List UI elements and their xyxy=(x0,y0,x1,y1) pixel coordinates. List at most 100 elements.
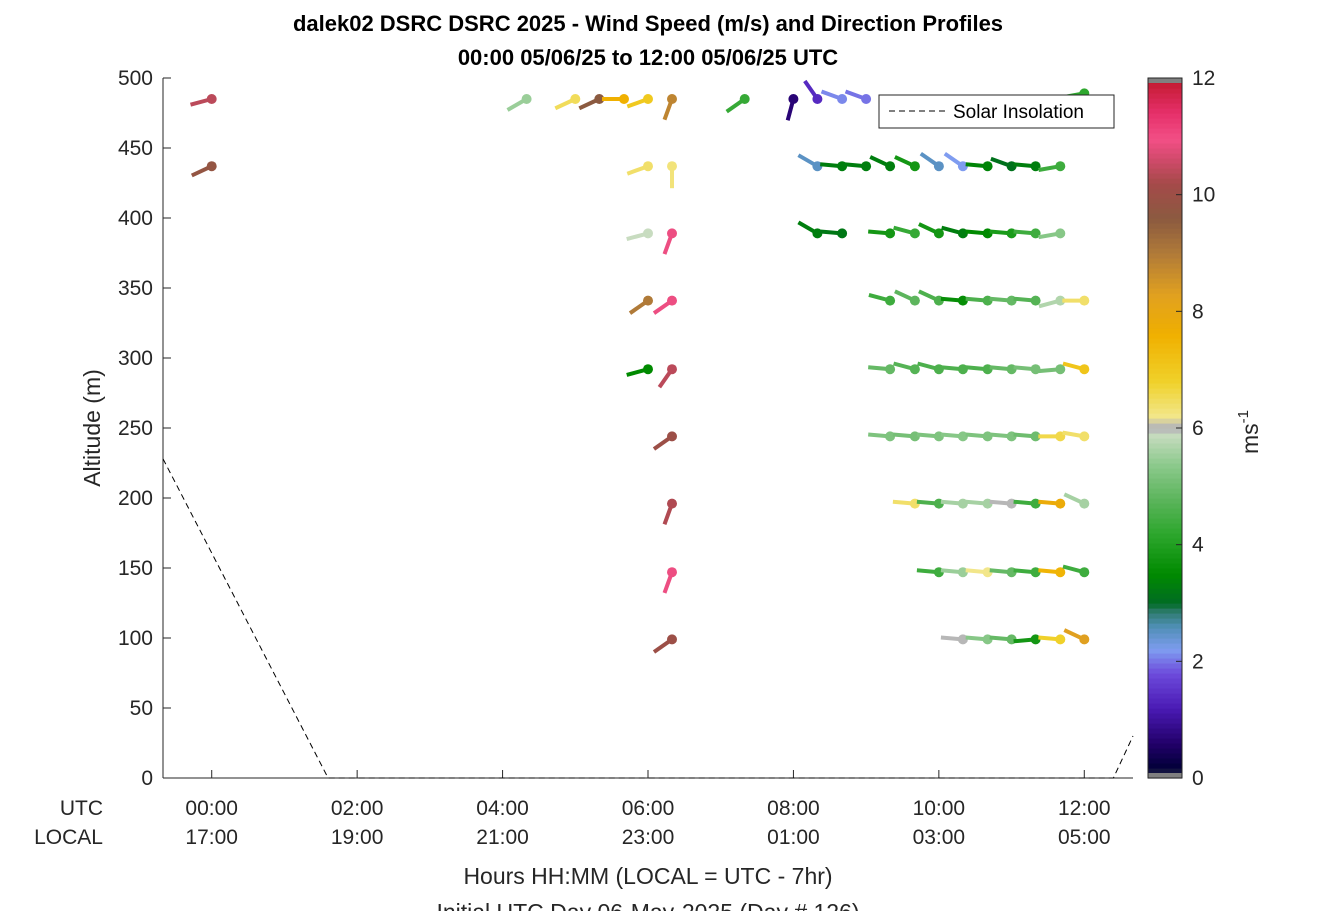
colorbar-band xyxy=(1148,448,1182,454)
colorbar-band xyxy=(1148,258,1182,264)
wind-barb-point xyxy=(667,567,677,578)
colorbar-band xyxy=(1148,443,1182,449)
colorbar-band xyxy=(1148,393,1182,399)
wind-barb-point xyxy=(1055,228,1066,239)
colorbar-band xyxy=(1148,738,1182,744)
wind-barb-point xyxy=(982,161,993,172)
wind-barb xyxy=(1013,634,1041,645)
colorbar-ticks: 0 2 4 6 8 10 12 xyxy=(1176,67,1215,790)
colorbar-band xyxy=(1148,268,1182,274)
wind-barb xyxy=(652,295,677,315)
colorbar-band xyxy=(1148,208,1182,214)
wind-barb-point xyxy=(957,431,968,442)
colorbar-band xyxy=(1148,88,1182,94)
wind-barb xyxy=(893,225,920,239)
wind-barb-point xyxy=(667,364,677,375)
colorbar-tick-label: 4 xyxy=(1192,534,1204,557)
colorbar-band xyxy=(1148,558,1182,564)
colorbar-band xyxy=(1148,458,1182,464)
colorbar-band xyxy=(1148,643,1182,649)
colorbar-band xyxy=(1148,743,1182,749)
colorbar-band xyxy=(1148,653,1182,659)
wind-barb-point xyxy=(885,295,896,306)
wind-barb-point xyxy=(909,364,920,375)
wind-barb xyxy=(554,94,581,111)
chart-title: dalek02 DSRC DSRC 2025 - Wind Speed (m/s… xyxy=(293,11,1003,36)
x-tick-label-local: 01:00 xyxy=(767,826,820,849)
colorbar-band xyxy=(1148,493,1182,499)
colorbar-band xyxy=(1148,603,1182,609)
wind-barb-point xyxy=(885,161,896,172)
wind-barb xyxy=(940,634,968,645)
wind-barb xyxy=(940,567,968,578)
y-axis-label: Altitude (m) xyxy=(79,369,105,487)
wind-barb-point xyxy=(909,161,920,172)
wind-barb xyxy=(785,94,799,121)
wind-barb xyxy=(1062,361,1090,375)
colorbar-band xyxy=(1148,593,1182,599)
wind-barb xyxy=(919,151,944,172)
colorbar-band xyxy=(1148,213,1182,219)
y-tick-label: 200 xyxy=(118,487,153,510)
colorbar-band xyxy=(1148,423,1182,429)
colorbar-band xyxy=(1148,498,1182,504)
colorbar-band xyxy=(1148,338,1182,344)
colorbar-band xyxy=(1148,138,1182,144)
wind-barb xyxy=(1013,295,1041,306)
colorbar-band xyxy=(1148,263,1182,269)
wind-barb xyxy=(1038,295,1066,309)
colorbar-band xyxy=(1148,248,1182,254)
colorbar-band xyxy=(1148,313,1182,319)
colorbar-band xyxy=(1148,568,1182,574)
colorbar-band xyxy=(1148,123,1182,129)
colorbar-band xyxy=(1148,183,1182,189)
colorbar-band xyxy=(1148,188,1182,194)
colorbar-band xyxy=(1148,298,1182,304)
colorbar-band xyxy=(1148,578,1182,584)
wind-barb xyxy=(578,94,605,111)
wind-barb-point xyxy=(861,161,872,172)
wind-barb xyxy=(1013,228,1041,239)
x-tick-label-utc: 12:00 xyxy=(1058,797,1111,820)
wind-barb xyxy=(803,79,823,104)
colorbar-band xyxy=(1148,98,1182,104)
colorbar-band xyxy=(1148,118,1182,124)
wind-barb xyxy=(868,364,896,375)
colorbar-band xyxy=(1148,528,1182,534)
colorbar-band xyxy=(1148,543,1182,549)
colorbar-band xyxy=(1148,668,1182,674)
colorbar-band xyxy=(1148,278,1182,284)
wind-barb-point xyxy=(667,634,677,645)
colorbar-band xyxy=(1148,503,1182,509)
colorbar-tick-label: 6 xyxy=(1192,417,1204,440)
colorbar-band xyxy=(1148,703,1182,709)
colorbar-band xyxy=(1148,488,1182,494)
colorbar-band xyxy=(1148,693,1182,699)
wind-barb xyxy=(652,431,677,451)
wind-barb-point xyxy=(521,94,532,104)
wind-barb-point xyxy=(1030,634,1041,645)
wind-barb xyxy=(868,228,896,239)
colorbar-band xyxy=(1148,688,1182,694)
x-tick-label-local: 23:00 xyxy=(622,826,675,849)
legend: Solar Insolation xyxy=(878,94,1115,129)
wind-barb-point xyxy=(594,94,605,104)
colorbar-band xyxy=(1148,598,1182,604)
colorbar-band xyxy=(1148,348,1182,354)
wind-barb xyxy=(662,567,677,594)
colorbar-band xyxy=(1148,468,1182,474)
local-row-label: LOCAL xyxy=(34,826,103,849)
x-tick-label-utc: 08:00 xyxy=(767,797,820,820)
colorbar-band xyxy=(1148,378,1182,384)
colorbar-band xyxy=(1148,343,1182,349)
colorbar-band xyxy=(1148,588,1182,594)
wind-barb xyxy=(667,161,677,189)
colorbar-band xyxy=(1148,173,1182,179)
wind-barb-point xyxy=(957,364,968,375)
colorbar-band xyxy=(1148,293,1182,299)
wind-barb xyxy=(844,89,872,104)
colorbar-band xyxy=(1148,318,1182,324)
wind-barb-point xyxy=(667,228,677,239)
wind-barb-point xyxy=(667,94,677,104)
colorbar xyxy=(1148,78,1182,779)
